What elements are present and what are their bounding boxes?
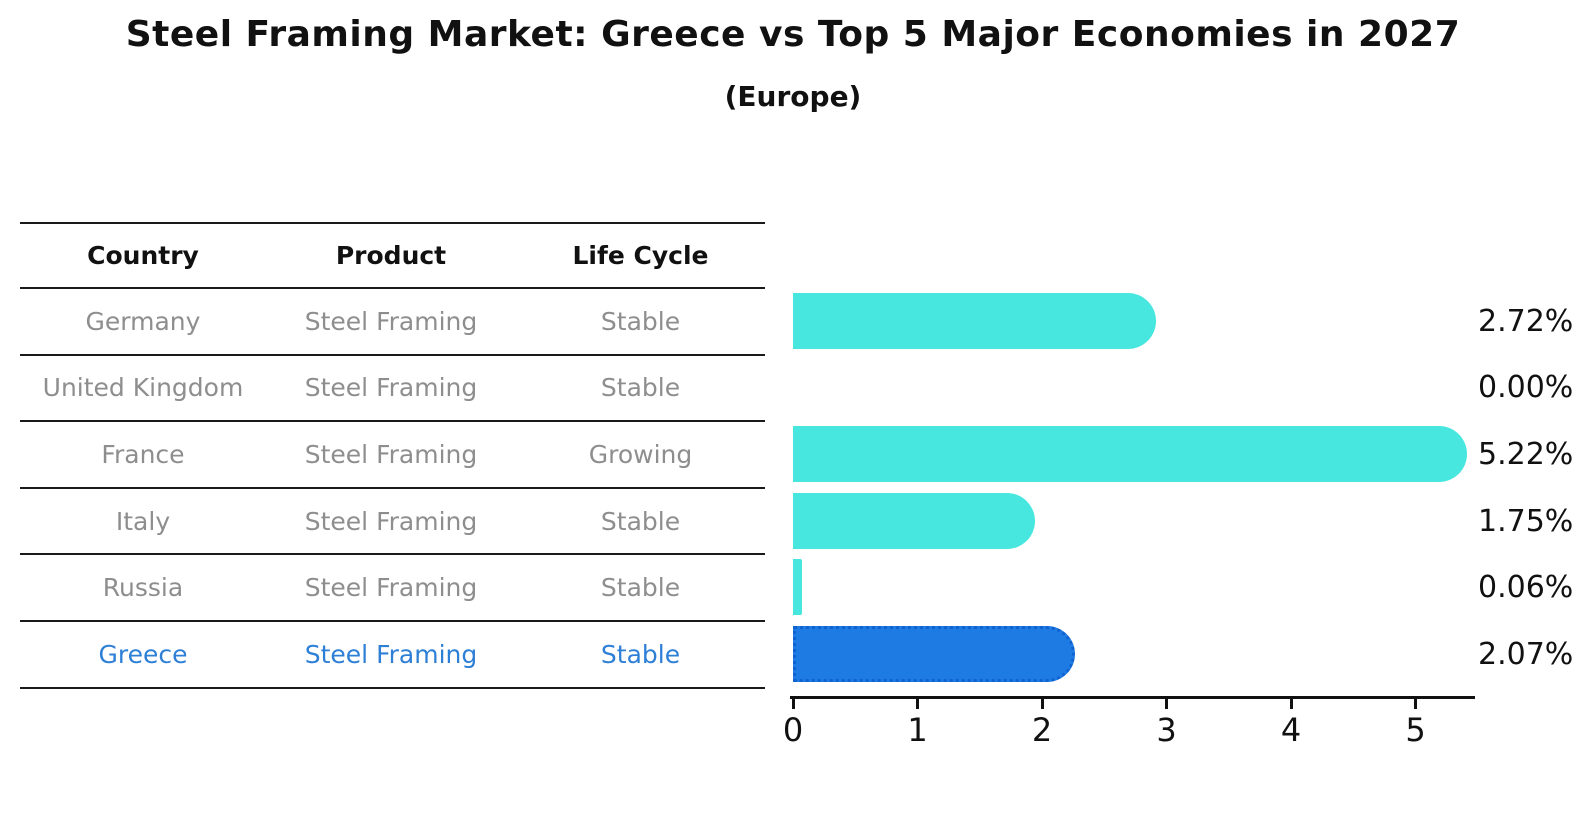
x-tick: 1: [888, 699, 948, 749]
table-row: Germany Steel Framing Stable: [20, 289, 765, 356]
table-row: Greece Steel Framing Stable: [20, 622, 765, 689]
cell-product: Steel Framing: [304, 439, 478, 469]
value-label: 2.72%: [1478, 303, 1574, 339]
bar-row: [790, 554, 1490, 621]
chart-title: Steel Framing Market: Greece vs Top 5 Ma…: [125, 14, 1461, 55]
value-label: 0.00%: [1478, 370, 1574, 406]
bar: [793, 426, 1467, 483]
table-row: Italy Steel Framing Stable: [20, 489, 765, 556]
x-tick-label: 1: [907, 711, 928, 749]
table-row: United Kingdom Steel Framing Stable: [20, 356, 765, 423]
cell-product: Steel Framing: [304, 506, 478, 536]
cell-life-cycle: Growing: [588, 439, 693, 469]
bar-row: [790, 288, 1490, 355]
cell-country: France: [101, 439, 185, 469]
x-tick-label: 0: [782, 711, 804, 749]
x-tick: 3: [1137, 699, 1197, 749]
value-label: 5.22%: [1478, 436, 1574, 472]
chart-subtitle: (Europe): [724, 80, 862, 113]
cell-life-cycle: Stable: [600, 373, 681, 403]
header-product: Product: [335, 241, 447, 270]
x-tick-mark: [1165, 699, 1168, 709]
x-tick-label: 2: [1031, 711, 1053, 749]
header-life-cycle: Life Cycle: [572, 241, 709, 270]
cell-product: Steel Framing: [304, 373, 478, 403]
comparison-table: Country Product Life Cycle Germany Steel…: [20, 222, 765, 689]
bar-row: [790, 621, 1490, 688]
x-tick-mark: [1040, 699, 1044, 709]
cell-life-cycle: Stable: [600, 639, 681, 669]
cell-country: Germany: [85, 306, 201, 336]
cell-country: Greece: [98, 639, 188, 669]
x-tick-label: 3: [1156, 711, 1177, 749]
cell-product: Steel Framing: [304, 306, 478, 336]
cell-life-cycle: Stable: [600, 506, 681, 536]
bar: [793, 293, 1156, 349]
bar: [793, 625, 1075, 682]
x-tick: 2: [1012, 699, 1072, 749]
cell-country: Russia: [102, 573, 184, 603]
bar-row: [790, 488, 1490, 555]
x-tick: 5: [1386, 699, 1446, 749]
value-label: 1.75%: [1478, 503, 1574, 539]
x-tick-mark: [1289, 699, 1293, 709]
x-axis-line: [790, 696, 1475, 699]
x-tick: 4: [1261, 699, 1321, 749]
bar: [793, 559, 803, 616]
bar: [793, 492, 1035, 549]
x-tick-label: 4: [1280, 711, 1302, 749]
x-tick-label: 5: [1405, 711, 1426, 749]
cell-product: Steel Framing: [304, 573, 478, 603]
bar-row: [790, 421, 1490, 488]
x-tick-mark: [1414, 699, 1417, 709]
cell-product: Steel Framing: [304, 639, 478, 669]
table-row: France Steel Framing Growing: [20, 422, 765, 489]
cell-country: Italy: [115, 506, 171, 536]
bar-chart: [790, 288, 1490, 688]
value-label: 0.06%: [1478, 570, 1574, 606]
table-row: Russia Steel Framing Stable: [20, 555, 765, 622]
x-tick-mark: [791, 699, 795, 709]
cell-life-cycle: Stable: [600, 573, 681, 603]
value-label: 2.07%: [1478, 636, 1574, 672]
x-tick: 0: [763, 699, 823, 749]
bar-row: [790, 355, 1490, 422]
cell-life-cycle: Stable: [600, 306, 681, 336]
table-header-row: Country Product Life Cycle: [20, 224, 765, 289]
cell-country: United Kingdom: [42, 373, 244, 403]
x-tick-mark: [916, 699, 919, 709]
header-country: Country: [87, 241, 199, 270]
